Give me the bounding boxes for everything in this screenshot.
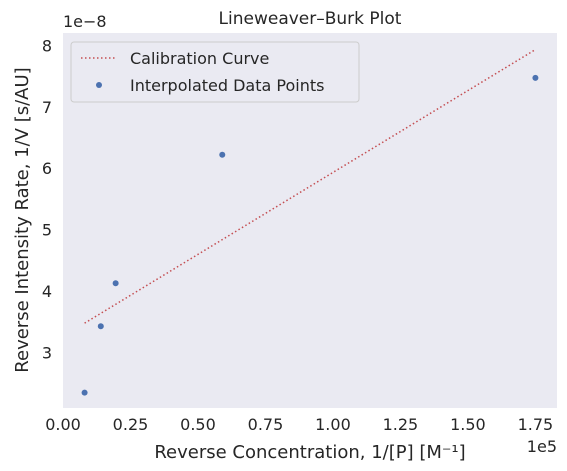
y-tick-label: 8	[42, 36, 52, 55]
chart-title: Lineweaver–Burk Plot	[219, 9, 402, 29]
legend: Calibration Curve Interpolated Data Poin…	[70, 41, 360, 103]
y-tick-label: 3	[42, 344, 52, 363]
y-tick-label: 5	[42, 221, 52, 240]
data-point	[81, 389, 88, 396]
legend-data-points-marker-icon	[96, 82, 102, 88]
data-point	[219, 151, 226, 158]
x-tick-label: 0.25	[113, 415, 149, 434]
legend-data-points-label: Interpolated Data Points	[130, 76, 324, 95]
series-layer	[81, 48, 539, 396]
x-tick-label: 0.00	[45, 415, 81, 434]
x-tick-label: 1.00	[315, 415, 351, 434]
x-tick-label: 0.50	[180, 415, 216, 434]
x-tick-label: 1.50	[450, 415, 486, 434]
y-tick-label: 6	[42, 159, 52, 178]
y-axis-label: Reverse Intensity Rate, 1/V [s/AU]	[12, 67, 33, 372]
data-point	[532, 74, 539, 81]
x-tick-labels: 0.00 0.25 0.50 0.75 1.00 1.25 1.50 1.75	[45, 415, 553, 434]
x-tick-label: 1.25	[383, 415, 419, 434]
x-tick-label: 1.75	[518, 415, 554, 434]
x-axis-label: Reverse Concentration, 1/[P] [M⁻¹]	[154, 442, 465, 463]
y-tick-label: 7	[42, 98, 52, 117]
y-offset-label: 1e−8	[63, 12, 107, 31]
data-point	[97, 323, 104, 330]
legend-box	[70, 41, 360, 103]
x-offset-label: 1e5	[527, 437, 557, 456]
data-point	[112, 280, 119, 287]
y-tick-labels: 3 4 5 6 7 8	[42, 36, 52, 362]
x-tick-label: 0.75	[248, 415, 284, 434]
y-tick-label: 4	[42, 282, 52, 301]
legend-calibration-label: Calibration Curve	[130, 49, 269, 68]
